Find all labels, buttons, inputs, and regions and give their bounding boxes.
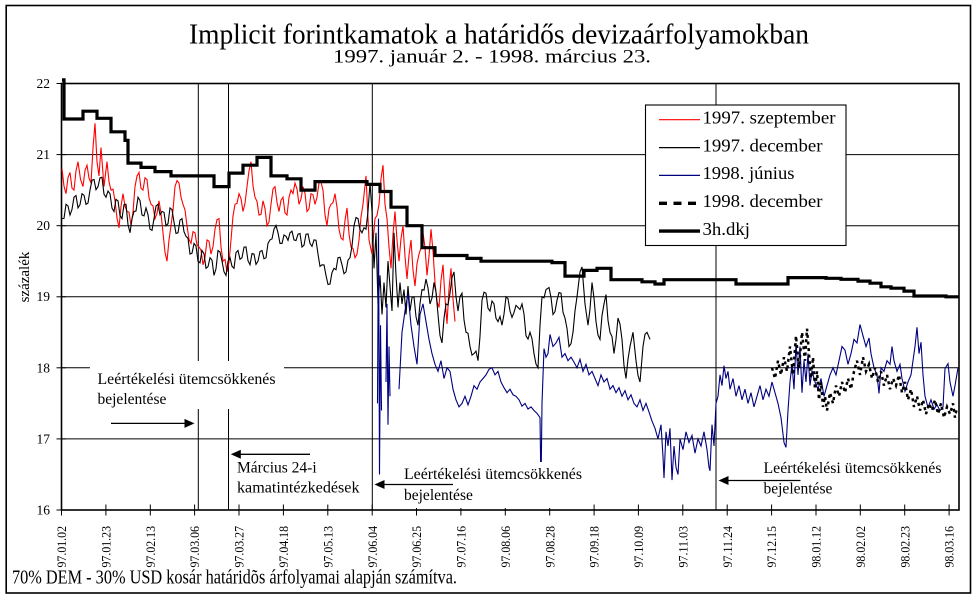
svg-text:97.08.28: 97.08.28 [542, 526, 557, 568]
svg-text:97.03.27: 97.03.27 [232, 526, 247, 568]
svg-text:97.04.18: 97.04.18 [276, 526, 291, 568]
svg-text:1997. január 2. - 1998. márci: 1997. január 2. - 1998. március 23. [333, 47, 651, 68]
svg-text:97.09.18: 97.09.18 [587, 526, 602, 568]
svg-text:18: 18 [37, 360, 51, 375]
svg-text:98.01.12: 98.01.12 [809, 526, 824, 568]
svg-text:97.06.25: 97.06.25 [409, 526, 424, 568]
svg-text:bejelentése: bejelentése [404, 487, 473, 504]
svg-text:97.01.02: 97.01.02 [54, 526, 69, 568]
svg-text:Leértékelési ütemcsökkenés: Leértékelési ütemcsökkenés [98, 371, 276, 388]
svg-text:Március 24-i: Március 24-i [237, 459, 317, 476]
svg-text:97.12.15: 97.12.15 [764, 526, 779, 568]
svg-text:98.02.02: 98.02.02 [853, 526, 868, 568]
svg-text:97.06.04: 97.06.04 [365, 526, 380, 568]
svg-text:21: 21 [37, 147, 51, 162]
svg-text:bejelentése: bejelentése [98, 391, 167, 408]
svg-text:20: 20 [37, 218, 51, 233]
svg-text:százalék: százalék [17, 251, 33, 302]
svg-text:19: 19 [37, 289, 51, 304]
svg-text:97.11.24: 97.11.24 [720, 526, 735, 568]
svg-text:98.02.23: 98.02.23 [897, 526, 912, 568]
svg-text:97.07.16: 97.07.16 [454, 526, 469, 568]
svg-text:17: 17 [37, 431, 51, 446]
svg-text:kamatintézkedések: kamatintézkedések [237, 480, 360, 497]
svg-text:1997. szeptember: 1997. szeptember [703, 108, 836, 128]
svg-text:16: 16 [37, 503, 51, 518]
svg-text:Leértékelési ütemcsökkenés: Leértékelési ütemcsökkenés [764, 460, 942, 477]
svg-text:Leértékelési ütemcsökkenés: Leértékelési ütemcsökkenés [404, 466, 582, 483]
svg-text:Implicit forintkamatok a határ: Implicit forintkamatok a határidős deviz… [189, 20, 809, 51]
svg-text:22: 22 [37, 76, 51, 91]
svg-text:bejelentése: bejelentése [764, 481, 833, 498]
svg-text:1998. december: 1998. december [703, 191, 823, 211]
svg-text:97.03.06: 97.03.06 [187, 526, 202, 568]
svg-text:97.05.13: 97.05.13 [320, 526, 335, 568]
svg-text:1998. június: 1998. június [703, 163, 795, 183]
svg-text:97.08.06: 97.08.06 [498, 526, 513, 568]
svg-text:97.01.23: 97.01.23 [99, 526, 114, 568]
svg-text:97.11.03: 97.11.03 [675, 526, 690, 568]
svg-text:1997. december: 1997. december [703, 135, 823, 155]
svg-text:97.10.09: 97.10.09 [631, 526, 646, 568]
svg-text:97.02.13: 97.02.13 [143, 526, 158, 568]
svg-text:70% DEM - 30% USD kosár határi: 70% DEM - 30% USD kosár határidõs árfoly… [12, 568, 457, 589]
svg-text:3h.dkj: 3h.dkj [703, 219, 751, 239]
svg-text:98.03.16: 98.03.16 [942, 526, 957, 568]
